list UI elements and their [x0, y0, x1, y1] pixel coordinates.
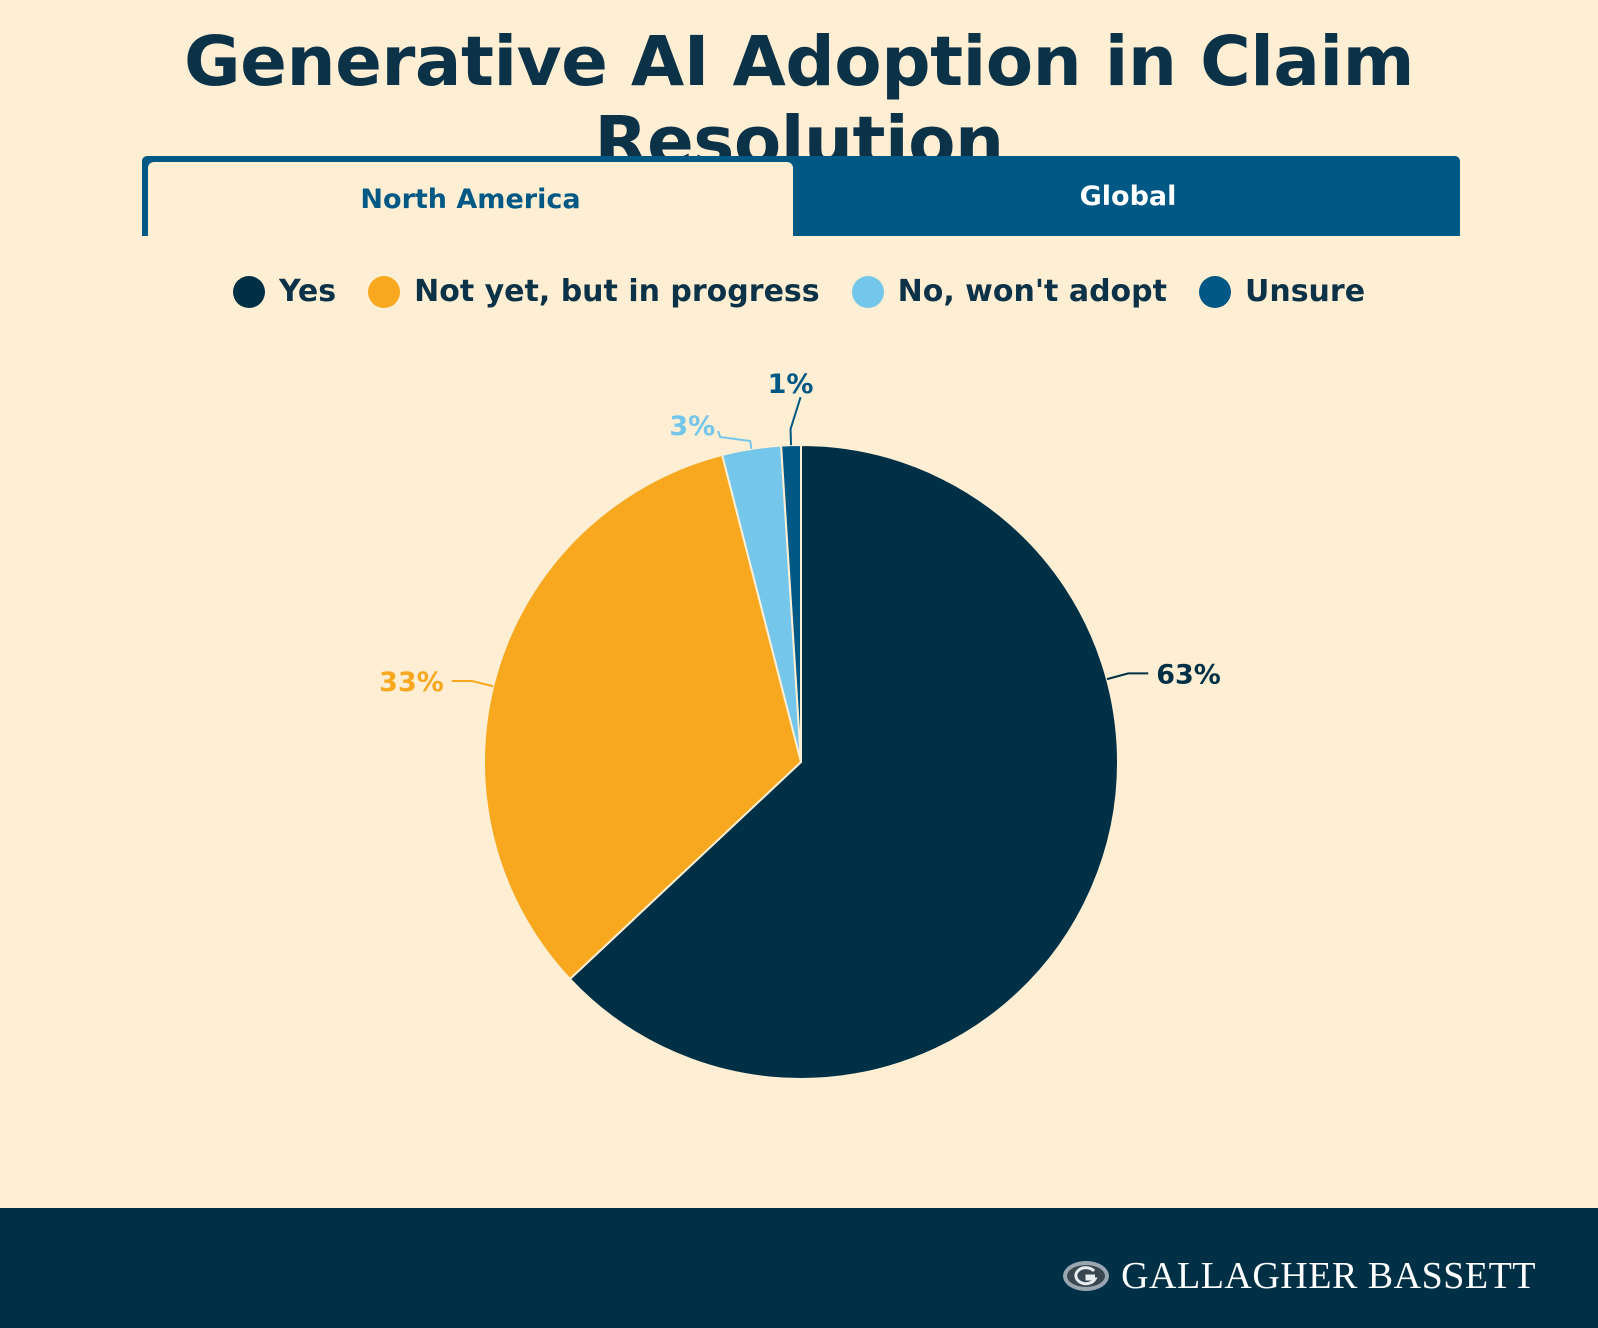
gallagher-bassett-logo: GALLAGHER BASSETT: [1061, 1254, 1536, 1298]
region-tabs: North America Global: [142, 156, 1460, 236]
pie-chart: 63% 33% 3% 1%: [379, 369, 1221, 1080]
gallagher-g-icon: [1063, 1261, 1110, 1291]
slice-in-progress[interactable]: [483, 453, 803, 981]
slice-yes[interactable]: [568, 443, 1119, 1080]
legend-swatch: [368, 275, 401, 308]
tab-north-america[interactable]: North America: [148, 162, 793, 236]
leader-line: [451, 679, 494, 688]
legend-swatch: [851, 275, 884, 308]
legend-swatch: [1198, 275, 1231, 308]
legend-label: No, won't adopt: [897, 274, 1167, 309]
page-title: Generative AI Adoption in Claim Resoluti…: [184, 22, 1414, 182]
data-label-wont-adopt: 3%: [669, 411, 715, 442]
legend-item-in-progress[interactable]: Not yet, but in progress: [368, 274, 820, 309]
legend-item-yes[interactable]: Yes: [232, 274, 337, 309]
legend-label: Unsure: [1244, 274, 1366, 309]
legend-swatch: [232, 275, 265, 308]
data-label-unsure: 1%: [768, 369, 814, 400]
legend-label: Yes: [278, 274, 337, 309]
legend-item-unsure[interactable]: Unsure: [1198, 274, 1366, 309]
logo-text: GALLAGHER BASSETT: [1121, 1255, 1536, 1297]
footer-bar: GALLAGHER BASSETT: [0, 1208, 1598, 1328]
data-label-in-progress: 33%: [379, 667, 444, 698]
leader-line: [1106, 672, 1149, 681]
tab-global[interactable]: Global: [1079, 180, 1177, 212]
leader-line: [789, 396, 802, 446]
data-label-yes: 63%: [1156, 659, 1221, 690]
slice-unsure[interactable]: [780, 443, 802, 763]
legend-label: Not yet, but in progress: [414, 274, 820, 309]
legend-item-wont-adopt[interactable]: No, won't adopt: [851, 274, 1167, 309]
chart-legend: Yes Not yet, but in progress No, won't a…: [0, 274, 1598, 309]
leader-line: [717, 430, 753, 450]
